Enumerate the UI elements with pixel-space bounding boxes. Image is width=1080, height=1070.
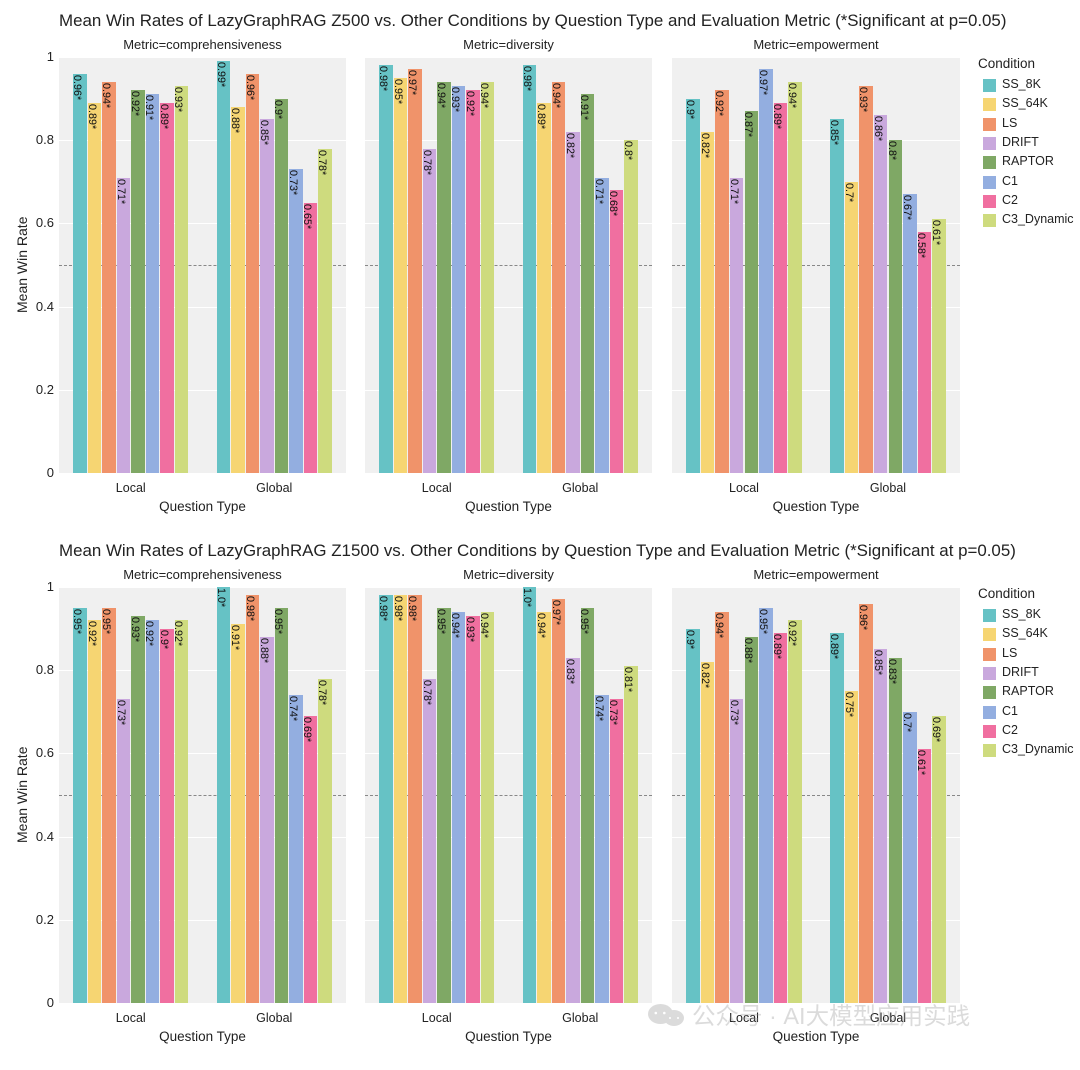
svg-text:公众号 · AI大模型应用实践: 公众号 · AI大模型应用实践: [692, 1003, 970, 1029]
